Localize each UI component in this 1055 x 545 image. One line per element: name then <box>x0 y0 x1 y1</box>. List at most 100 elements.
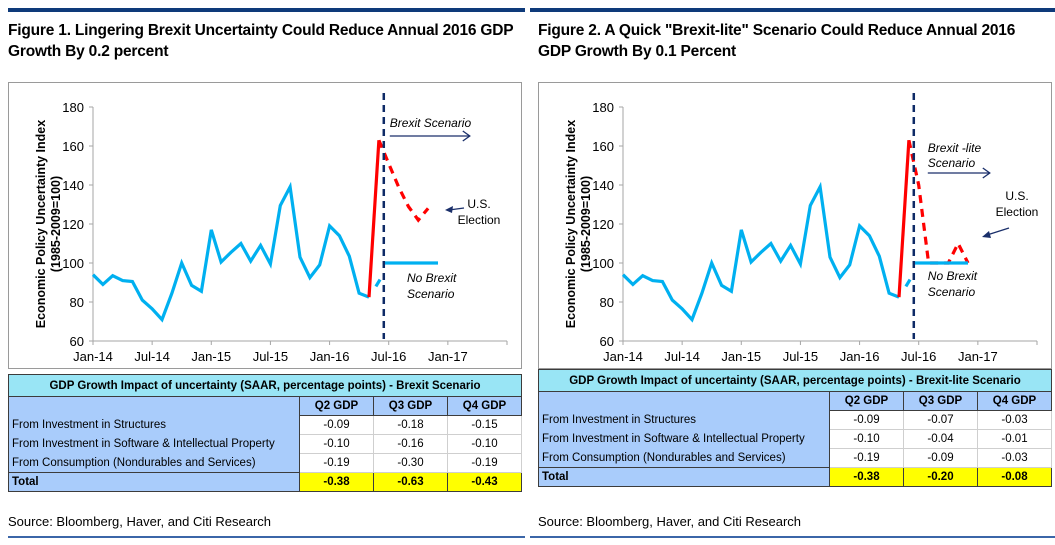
total-cell: -0.63 <box>373 472 448 492</box>
row-label: From Investment in Structures <box>8 415 300 435</box>
x-tick-label: Jul-14 <box>664 349 699 364</box>
cell: -0.16 <box>373 434 448 454</box>
table-corner <box>538 391 830 411</box>
x-tick-label: Jan-14 <box>73 349 113 364</box>
table-header: GDP Growth Impact of uncertainty (SAAR, … <box>538 369 1052 392</box>
figure-2-chart-svg: 60 80 100 120 140 160 180 Jan-14 Jul-14 Jan-15 Jul… <box>564 93 1038 364</box>
cell: -0.07 <box>903 410 978 430</box>
y-tick-label: 140 <box>62 178 84 193</box>
y-tick-label: 100 <box>62 256 84 271</box>
no-brexit-label: No Brexit <box>928 269 978 283</box>
series-line-1 <box>367 140 381 298</box>
x-tick-label: Jul-15 <box>253 349 288 364</box>
arrow-head-icon <box>462 130 471 142</box>
row-label: From Consumption (Nondurables and Servic… <box>8 453 300 473</box>
figure-1-chart-svg: 60 80 100 120 140 160 180 Jan-14 Jul-14 Jan-15 Jul… <box>34 93 508 364</box>
x-tick-label: Jan-15 <box>191 349 231 364</box>
total-label: Total <box>538 467 830 487</box>
total-cell: -0.08 <box>977 467 1052 487</box>
col-header-q4: Q4 GDP <box>447 396 522 416</box>
y-tick-label: 60 <box>70 334 84 349</box>
cell: -0.19 <box>299 453 374 473</box>
cell: -0.10 <box>447 434 522 454</box>
arrow-head-icon <box>982 231 991 238</box>
table-corner <box>8 396 300 416</box>
total-row: Total -0.38 -0.20 -0.08 <box>538 467 1052 487</box>
y-tick-label: 180 <box>592 100 614 115</box>
source-note: Source: Bloomberg, Haver, and Citi Resea… <box>8 514 272 529</box>
table-header: GDP Growth Impact of uncertainty (SAAR, … <box>8 374 522 397</box>
table-row: From Consumption (Nondurables and Servic… <box>8 453 522 473</box>
row-label: From Consumption (Nondurables and Servic… <box>538 448 830 468</box>
table-row: From Investment in Structures -0.09 -0.1… <box>8 415 522 435</box>
col-header-q2: Q2 GDP <box>299 396 374 416</box>
x-tick-label: Jul-16 <box>371 349 406 364</box>
election-label: Election <box>458 213 501 227</box>
cell: -0.01 <box>977 429 1052 449</box>
x-tick-label: Jan-16 <box>310 349 350 364</box>
y-tick-label: 160 <box>62 139 84 154</box>
y-tick-label: 140 <box>592 178 614 193</box>
y-tick-label: 100 <box>592 256 614 271</box>
x-tick-label: Jan-14 <box>603 349 643 364</box>
cell: -0.03 <box>977 410 1052 430</box>
col-header-q3: Q3 GDP <box>373 396 448 416</box>
cell: -0.03 <box>977 448 1052 468</box>
no-brexit-label: Scenario <box>928 285 976 299</box>
cell: -0.18 <box>373 415 448 435</box>
y-axis-title-line1: Economic Policy Uncertainty Index <box>34 120 48 328</box>
election-arrow <box>986 227 1010 236</box>
cell: -0.30 <box>373 453 448 473</box>
y-tick-label: 120 <box>62 217 84 232</box>
figure-2-chart: 60 80 100 120 140 160 180 Jan-14 Jul-14 Jan-15 Jul… <box>538 82 1052 369</box>
figure-2-panel: Figure 2. A Quick "Brexit-lite" Scenario… <box>530 0 1055 545</box>
figure-1-title: Figure 1. Lingering Brexit Uncertainty C… <box>8 22 514 60</box>
y-axis-title-line1: Economic Policy Uncertainty Index <box>564 120 578 328</box>
figure-1-chart: 60 80 100 120 140 160 180 Jan-14 Jul-14 Jan-15 Jul… <box>8 82 522 369</box>
figure-1-table: GDP Growth Impact of uncertainty (SAAR, … <box>8 374 522 492</box>
x-tick-label: Jan-16 <box>840 349 880 364</box>
table-row: From Consumption (Nondurables and Servic… <box>538 448 1052 468</box>
no-brexit-label: Scenario <box>407 287 455 301</box>
total-cell: -0.43 <box>447 472 522 492</box>
cell: -0.19 <box>447 453 522 473</box>
y-axis-title: Economic Policy Uncertainty Index (1985-2… <box>34 120 63 328</box>
no-brexit-label: No Brexit <box>407 271 457 285</box>
cell: -0.09 <box>299 415 374 435</box>
series-line-1 <box>897 140 911 298</box>
y-axis-title: Economic Policy Uncertainty Index (1985-2… <box>564 120 593 328</box>
series-line-3 <box>374 275 384 288</box>
series-line-0 <box>91 181 370 323</box>
y-tick-label: 80 <box>600 295 614 310</box>
table-row: From Investment in Structures -0.09 -0.0… <box>538 410 1052 430</box>
series-line-2 <box>907 139 970 265</box>
top-rule <box>8 8 525 12</box>
series-line-3 <box>904 275 914 288</box>
source-note: Source: Bloomberg, Haver, and Citi Resea… <box>538 514 802 529</box>
arrow-head-icon <box>982 167 991 179</box>
top-rule <box>530 8 1055 12</box>
cell: -0.15 <box>447 415 522 435</box>
x-tick-label: Jul-15 <box>783 349 818 364</box>
figure-2-table: GDP Growth Impact of uncertainty (SAAR, … <box>538 369 1052 487</box>
table-row: From Investment in Software & Intellectu… <box>8 434 522 454</box>
total-label: Total <box>8 472 300 492</box>
y-axis-title-line2: (1985-2009=100) <box>579 176 593 272</box>
col-header-q4: Q4 GDP <box>977 391 1052 411</box>
col-header-q2: Q2 GDP <box>829 391 904 411</box>
cell: -0.09 <box>829 410 904 430</box>
scenario-label: Brexit -lite <box>928 141 982 155</box>
figure-2-title: Figure 2. A Quick "Brexit-lite" Scenario… <box>538 22 1016 60</box>
cell: -0.09 <box>903 448 978 468</box>
bottom-rule <box>8 536 525 538</box>
y-tick-label: 120 <box>592 217 614 232</box>
x-tick-label: Jan-17 <box>428 349 468 364</box>
cell: -0.10 <box>829 429 904 449</box>
x-tick-label: Jan-15 <box>721 349 761 364</box>
total-row: Total -0.38 -0.63 -0.43 <box>8 472 522 492</box>
x-tick-label: Jul-14 <box>134 349 169 364</box>
y-axis-title-line2: (1985-2009=100) <box>49 176 63 272</box>
row-label: From Investment in Software & Intellectu… <box>538 429 830 449</box>
cell: -0.10 <box>299 434 374 454</box>
total-cell: -0.38 <box>829 467 904 487</box>
